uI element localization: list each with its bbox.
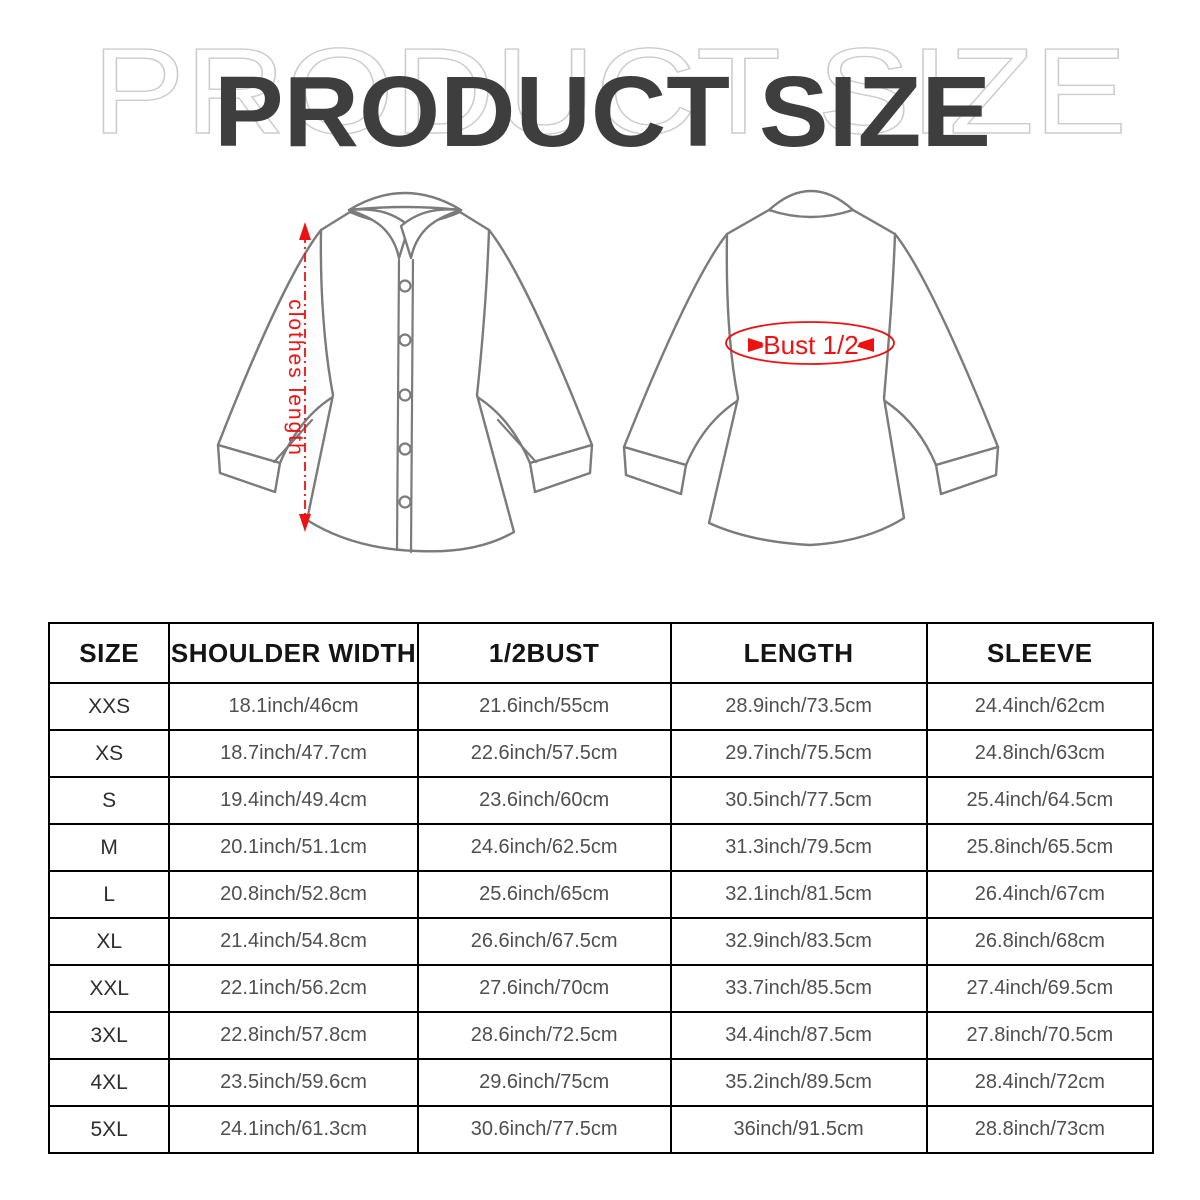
column-header-length: LENGTH bbox=[669, 622, 928, 684]
measurement-cell: 26.4inch/67cm bbox=[925, 870, 1155, 919]
measurement-cell: 36inch/91.5cm bbox=[669, 1105, 928, 1154]
measurement-cell: 32.9inch/83.5cm bbox=[669, 917, 928, 966]
column-header-1-2bust: 1/2BUST bbox=[416, 622, 672, 684]
measurement-cell: 21.6inch/55cm bbox=[416, 682, 672, 731]
table-row: S 19.4inch/49.4cm 23.6inch/60cm 30.5inch/77… bbox=[47, 776, 1155, 825]
measurement-cell: 22.6inch/57.5cm bbox=[416, 729, 672, 778]
bust-ellipse bbox=[725, 321, 895, 365]
measurement-cell: 18.7inch/47.7cm bbox=[168, 729, 419, 778]
measurement-cell: 26.6inch/67.5cm bbox=[416, 917, 672, 966]
table-row: 3XL 22.8inch/57.8cm 28.6inch/72.5cm 34.4inc… bbox=[47, 1011, 1155, 1060]
measurement-cell: 26.8inch/68cm bbox=[925, 917, 1155, 966]
table-row: L 20.8inch/52.8cm 25.6inch/65cm 32.1inch/81… bbox=[47, 870, 1155, 919]
size-label-cell: 5XL bbox=[47, 1105, 171, 1154]
measurement-cell: 22.8inch/57.8cm bbox=[168, 1011, 419, 1060]
measurement-cell: 25.6inch/65cm bbox=[416, 870, 672, 919]
shirt-front-diagram: clothes length bbox=[216, 191, 594, 554]
column-header-sleeve: SLEEVE bbox=[925, 622, 1155, 684]
measurement-cell: 23.6inch/60cm bbox=[416, 776, 672, 825]
shirt-front-collar bbox=[347, 191, 463, 260]
measurement-cell: 20.1inch/51.1cm bbox=[168, 823, 419, 872]
table-row: 4XL 23.5inch/59.6cm 29.6inch/75cm 35.2inch/… bbox=[47, 1058, 1155, 1107]
size-table: SIZE SHOULDER WIDTH 1/2BUST LENGTH SLEEVE XX… bbox=[47, 622, 1155, 1154]
table-row: XXS 18.1inch/46cm 21.6inch/55cm 28.9inch/73… bbox=[47, 682, 1155, 731]
measurement-cell: 35.2inch/89.5cm bbox=[669, 1058, 928, 1107]
size-label-cell: XL bbox=[47, 917, 171, 966]
shirt-back-sleeve-left bbox=[622, 232, 744, 496]
size-label-cell: XXL bbox=[47, 964, 171, 1013]
measurement-cell: 24.8inch/63cm bbox=[925, 729, 1155, 778]
measurement-cell: 27.4inch/69.5cm bbox=[925, 964, 1155, 1013]
measurement-cell: 24.6inch/62.5cm bbox=[416, 823, 672, 872]
shirt-front-body bbox=[305, 210, 516, 553]
shirt-back-diagram: Bust 1/2 bbox=[622, 189, 1000, 547]
length-arrow bbox=[299, 222, 311, 532]
measurement-cell: 25.4inch/64.5cm bbox=[925, 776, 1155, 825]
size-table-body: XXS 18.1inch/46cm 21.6inch/55cm 28.9inch/73… bbox=[47, 682, 1155, 1154]
shirt-back-body bbox=[707, 208, 906, 547]
bust-label: Bust 1/2 bbox=[763, 330, 858, 360]
table-row: XL 21.4inch/54.8cm 26.6inch/67.5cm 32.9inch… bbox=[47, 917, 1155, 966]
measurement-cell: 30.5inch/77.5cm bbox=[669, 776, 928, 825]
size-table-header-row: SIZE SHOULDER WIDTH 1/2BUST LENGTH SLEEVE bbox=[47, 622, 1155, 684]
size-label-cell: 4XL bbox=[47, 1058, 171, 1107]
measurement-cell: 29.6inch/75cm bbox=[416, 1058, 672, 1107]
size-label-cell: 3XL bbox=[47, 1011, 171, 1060]
measurement-cell: 27.8inch/70.5cm bbox=[925, 1011, 1155, 1060]
shirt-front-sleeve-left bbox=[216, 228, 338, 494]
shirt-front-placket bbox=[395, 258, 415, 554]
measurement-cell: 28.6inch/72.5cm bbox=[416, 1011, 672, 1060]
table-row: XS 18.7inch/47.7cm 22.6inch/57.5cm 29.7inch… bbox=[47, 729, 1155, 778]
length-label: clothes length bbox=[284, 299, 307, 457]
table-row: M 20.1inch/51.1cm 24.6inch/62.5cm 31.3inch/… bbox=[47, 823, 1155, 872]
size-label-cell: XXS bbox=[47, 682, 171, 731]
measurement-cell: 28.8inch/73cm bbox=[925, 1105, 1155, 1154]
measurement-cell: 27.6inch/70cm bbox=[416, 964, 672, 1013]
measurement-cell: 22.1inch/56.2cm bbox=[168, 964, 419, 1013]
measurement-cell: 34.4inch/87.5cm bbox=[669, 1011, 928, 1060]
column-header-shoulder-width: SHOULDER WIDTH bbox=[168, 622, 419, 684]
size-label-cell: M bbox=[47, 823, 171, 872]
measurement-cell: 28.9inch/73.5cm bbox=[669, 682, 928, 731]
measurement-cell: 31.3inch/79.5cm bbox=[669, 823, 928, 872]
page-title: PRODUCT SIZE bbox=[214, 56, 991, 168]
shirt-back-sleeve-right bbox=[878, 232, 1000, 496]
measurement-cell: 30.6inch/77.5cm bbox=[416, 1105, 672, 1154]
measurement-cell: 23.5inch/59.6cm bbox=[168, 1058, 419, 1107]
measurement-cell: 29.7inch/75.5cm bbox=[669, 729, 928, 778]
measurement-cell: 24.1inch/61.3cm bbox=[168, 1105, 419, 1154]
measurement-cell: 20.8inch/52.8cm bbox=[168, 870, 419, 919]
measurement-cell: 25.8inch/65.5cm bbox=[925, 823, 1155, 872]
ghost-title-text: PRODUCT SIZE bbox=[92, 23, 1127, 159]
shirt-front-sleeve-right bbox=[472, 228, 594, 494]
shirt-back-collar bbox=[767, 189, 855, 219]
measurement-cell: 33.7inch/85.5cm bbox=[669, 964, 928, 1013]
measurement-cell: 21.4inch/54.8cm bbox=[168, 917, 419, 966]
size-label-cell: XS bbox=[47, 729, 171, 778]
column-header-size: SIZE bbox=[47, 622, 171, 684]
table-row: XXL 22.1inch/56.2cm 27.6inch/70cm 33.7inch/… bbox=[47, 964, 1155, 1013]
measurement-cell: 32.1inch/81.5cm bbox=[669, 870, 928, 919]
table-row: 5XL 24.1inch/61.3cm 30.6inch/77.5cm 36inch/… bbox=[47, 1105, 1155, 1154]
measurement-cell: 19.4inch/49.4cm bbox=[168, 776, 419, 825]
size-label-cell: L bbox=[47, 870, 171, 919]
size-label-cell: S bbox=[47, 776, 171, 825]
measurement-cell: 28.4inch/72cm bbox=[925, 1058, 1155, 1107]
measurement-cell: 18.1inch/46cm bbox=[168, 682, 419, 731]
measurement-cell: 24.4inch/62cm bbox=[925, 682, 1155, 731]
title-banner: PRODUCT SIZE PRODUCT SIZE bbox=[91, 22, 1127, 168]
